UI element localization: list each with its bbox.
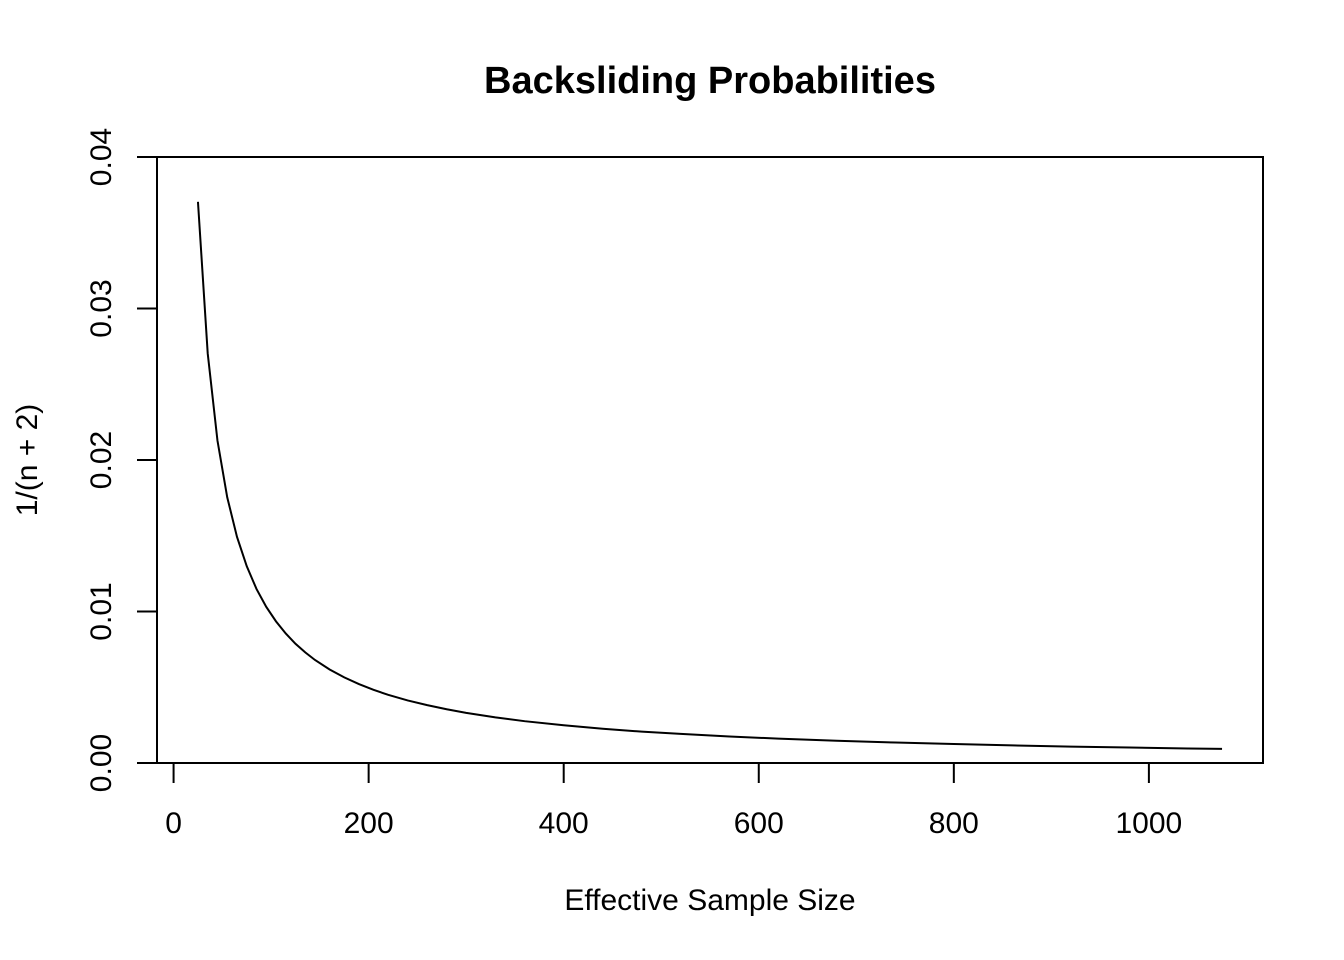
plot-frame <box>156 156 1264 764</box>
x-axis: 0 200 400 600 800 1000 <box>165 762 1183 840</box>
x-tick-label: 400 <box>539 807 589 840</box>
x-tick-label: 0 <box>165 807 182 840</box>
y-tick-label: 0.00 <box>85 734 118 792</box>
y-tick-label: 0.02 <box>85 431 118 489</box>
x-axis-label: Effective Sample Size <box>564 884 855 917</box>
x-tick-label: 600 <box>734 807 784 840</box>
x-tick-label: 200 <box>344 807 394 840</box>
y-tick-label: 0.03 <box>85 279 118 337</box>
y-tick-label: 0.04 <box>85 128 118 186</box>
y-axis: 0.00 0.01 0.02 0.03 0.04 <box>85 128 158 792</box>
series-line-0 <box>196 201 1223 750</box>
series-layer <box>196 201 1223 750</box>
chart-title: Backsliding Probabilities <box>484 60 936 102</box>
y-tick-label: 0.01 <box>85 582 118 640</box>
y-axis-label: 1/(n + 2) <box>11 404 44 517</box>
x-tick-label: 800 <box>929 807 979 840</box>
x-tick-label: 1000 <box>1116 807 1183 840</box>
